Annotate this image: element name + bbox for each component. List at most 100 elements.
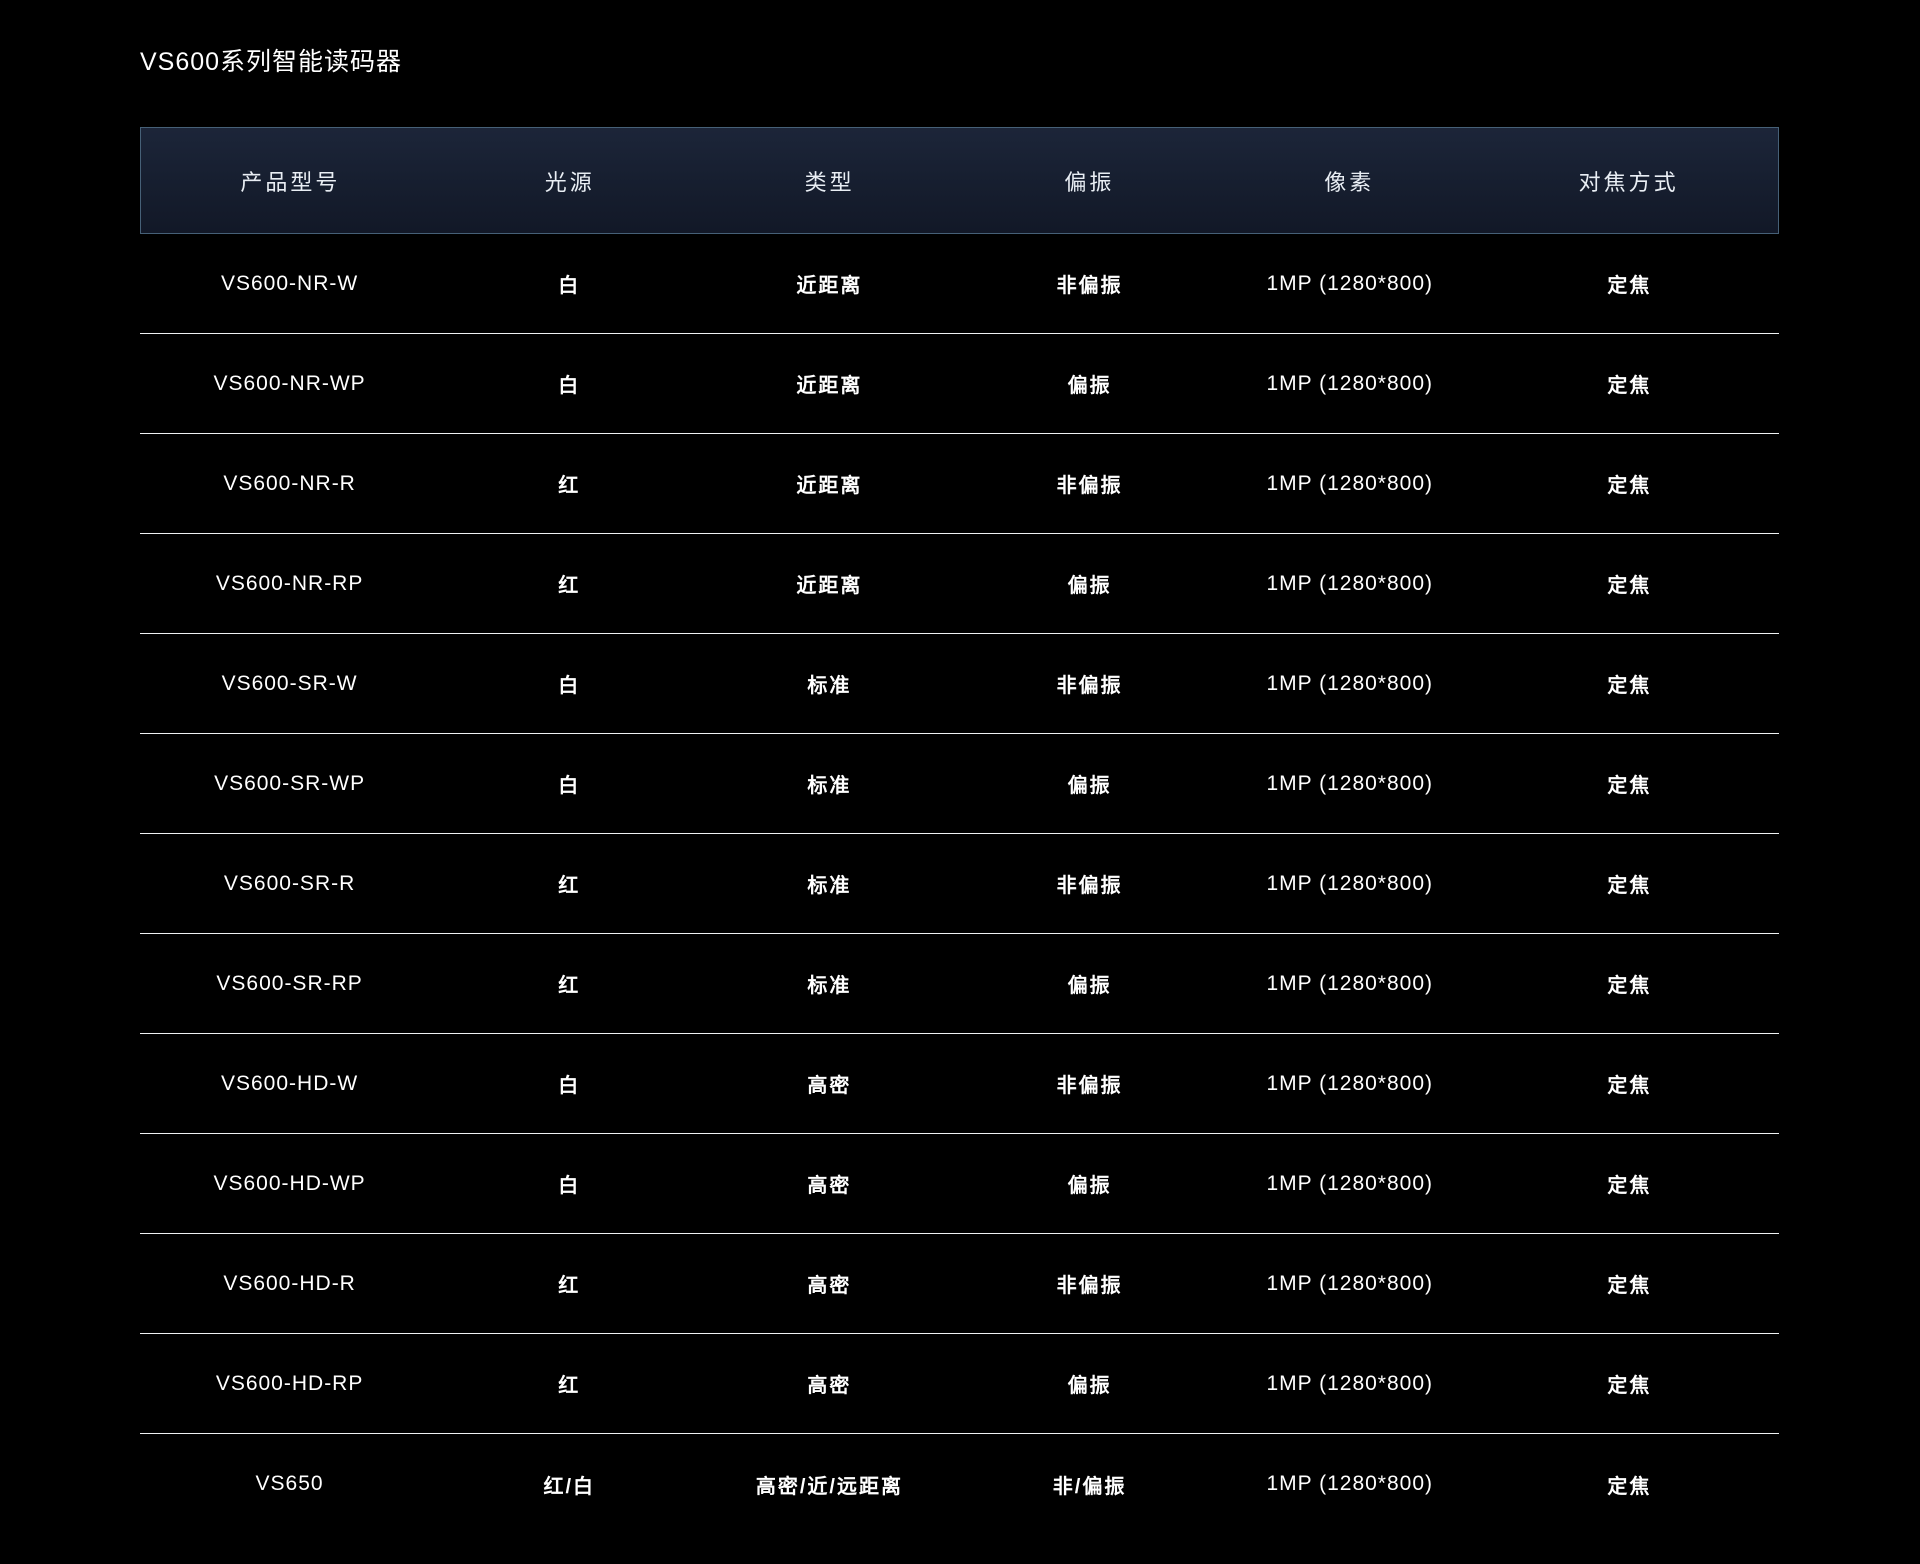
table-row: VS600-HD-WP 白 高密 偏振 1MP (1280*800) 定焦: [140, 1134, 1779, 1234]
cell-product-model: VS600-NR-WP: [213, 371, 366, 395]
cell-focus-mode: 定焦: [1607, 375, 1652, 397]
cell-light-source: 白: [558, 275, 581, 297]
cell-polarization: 非偏振: [1056, 1075, 1123, 1097]
cell-focus-mode: 定焦: [1607, 1175, 1652, 1197]
cell-type: 标准: [807, 675, 852, 697]
cell-light-source: 红: [558, 875, 581, 897]
cell-focus-mode: 定焦: [1607, 575, 1652, 597]
table-row: VS600-HD-RP 红 高密 偏振 1MP (1280*800) 定焦: [140, 1334, 1779, 1434]
table-row: VS600-HD-R 红 高密 非偏振 1MP (1280*800) 定焦: [140, 1234, 1779, 1334]
table-row: VS600-NR-R 红 近距离 非偏振 1MP (1280*800) 定焦: [140, 434, 1779, 534]
cell-focus-mode: 定焦: [1607, 1075, 1652, 1097]
cell-type: 近距离: [796, 475, 863, 497]
table-row: VS600-NR-RP 红 近距离 偏振 1MP (1280*800) 定焦: [140, 534, 1779, 634]
cell-light-source: 白: [558, 675, 581, 697]
cell-product-model: VS600-SR-R: [223, 871, 356, 895]
cell-type: 高密: [807, 1175, 852, 1197]
column-header-focus: 对焦方式: [1578, 169, 1679, 195]
cell-product-model: VS600-NR-W: [220, 271, 359, 295]
cell-polarization: 非偏振: [1056, 1275, 1123, 1297]
cell-polarization: 非/偏振: [1052, 1475, 1127, 1498]
cell-product-model: VS600-HD-WP: [213, 1171, 366, 1195]
cell-type: 高密/近/远距离: [755, 1475, 903, 1498]
cell-focus-mode: 定焦: [1607, 275, 1652, 297]
column-header-polarization: 偏振: [1064, 169, 1115, 195]
product-spec-table: 产品型号 光源 类型 偏振 像素 对焦方式 VS600-NR-W 白 近距离 非偏振 1M…: [140, 127, 1779, 1534]
table-row: VS600-SR-WP 白 标准 偏振 1MP (1280*800) 定焦: [140, 734, 1779, 834]
cell-light-source: 白: [558, 1075, 581, 1097]
cell-light-source: 白: [558, 1175, 581, 1197]
cell-focus-mode: 定焦: [1607, 975, 1652, 997]
cell-light-source: 红: [558, 1275, 581, 1297]
cell-pixels: 1MP (1280*800): [1266, 1171, 1434, 1195]
table-header-row: 产品型号 光源 类型 偏振 像素 对焦方式: [140, 127, 1779, 234]
cell-light-source: 红: [558, 1375, 581, 1397]
cell-polarization: 偏振: [1067, 575, 1112, 597]
cell-pixels: 1MP (1280*800): [1266, 371, 1434, 395]
cell-focus-mode: 定焦: [1607, 775, 1652, 797]
cell-focus-mode: 定焦: [1607, 675, 1652, 697]
table-row: VS600-SR-R 红 标准 非偏振 1MP (1280*800) 定焦: [140, 834, 1779, 934]
cell-polarization: 非偏振: [1056, 875, 1123, 897]
table-row: VS650 红/白 高密/近/远距离 非/偏振 1MP (1280*800) 定…: [140, 1434, 1779, 1534]
cell-focus-mode: 定焦: [1607, 475, 1652, 497]
cell-polarization: 偏振: [1067, 1175, 1112, 1197]
cell-type: 标准: [807, 775, 852, 797]
column-header-light: 光源: [544, 169, 595, 195]
cell-product-model: VS600-NR-RP: [215, 571, 364, 595]
column-header-model: 产品型号: [240, 169, 341, 195]
cell-pixels: 1MP (1280*800): [1266, 671, 1434, 695]
table-row: VS600-SR-W 白 标准 非偏振 1MP (1280*800) 定焦: [140, 634, 1779, 734]
cell-polarization: 偏振: [1067, 775, 1112, 797]
cell-pixels: 1MP (1280*800): [1266, 1371, 1434, 1395]
column-header-pixels: 像素: [1324, 169, 1375, 195]
cell-polarization: 偏振: [1067, 975, 1112, 997]
cell-polarization: 非偏振: [1056, 475, 1123, 497]
table-row: VS600-HD-W 白 高密 非偏振 1MP (1280*800) 定焦: [140, 1034, 1779, 1134]
cell-pixels: 1MP (1280*800): [1266, 971, 1434, 995]
table-row: VS600-NR-W 白 近距离 非偏振 1MP (1280*800) 定焦: [140, 234, 1779, 334]
cell-focus-mode: 定焦: [1607, 875, 1652, 897]
cell-pixels: 1MP (1280*800): [1266, 1472, 1434, 1495]
cell-product-model: VS600-SR-WP: [214, 771, 366, 795]
column-header-type: 类型: [804, 169, 855, 195]
cell-polarization: 非偏振: [1056, 675, 1123, 697]
cell-product-model: VS600-NR-R: [223, 471, 356, 495]
cell-type: 近距离: [796, 375, 863, 397]
cell-focus-mode: 定焦: [1607, 1375, 1652, 1397]
table-row: VS600-NR-WP 白 近距离 偏振 1MP (1280*800) 定焦: [140, 334, 1779, 434]
cell-type: 高密: [807, 1275, 852, 1297]
cell-product-model: VS600-HD-W: [220, 1071, 359, 1095]
cell-product-model: VS650: [255, 1472, 324, 1495]
cell-type: 标准: [807, 975, 852, 997]
cell-light-source: 白: [558, 775, 581, 797]
cell-light-source: 红/白: [543, 1475, 596, 1498]
cell-pixels: 1MP (1280*800): [1266, 271, 1434, 295]
table-row: VS600-SR-RP 红 标准 偏振 1MP (1280*800) 定焦: [140, 934, 1779, 1034]
cell-pixels: 1MP (1280*800): [1266, 471, 1434, 495]
cell-pixels: 1MP (1280*800): [1266, 871, 1434, 895]
cell-focus-mode: 定焦: [1607, 1275, 1652, 1297]
cell-light-source: 红: [558, 575, 581, 597]
cell-pixels: 1MP (1280*800): [1266, 1271, 1434, 1295]
page-title: VS600系列智能读码器: [140, 48, 403, 76]
cell-light-source: 红: [558, 975, 581, 997]
cell-type: 高密: [807, 1375, 852, 1397]
cell-product-model: VS600-HD-R: [223, 1271, 356, 1295]
cell-pixels: 1MP (1280*800): [1266, 1071, 1434, 1095]
cell-type: 标准: [807, 875, 852, 897]
cell-light-source: 白: [558, 375, 581, 397]
cell-polarization: 偏振: [1067, 1375, 1112, 1397]
cell-type: 近距离: [796, 575, 863, 597]
cell-polarization: 非偏振: [1056, 275, 1123, 297]
cell-polarization: 偏振: [1067, 375, 1112, 397]
cell-product-model: VS600-SR-W: [221, 671, 358, 695]
cell-type: 高密: [807, 1075, 852, 1097]
cell-pixels: 1MP (1280*800): [1266, 571, 1434, 595]
cell-type: 近距离: [796, 275, 863, 297]
cell-pixels: 1MP (1280*800): [1266, 771, 1434, 795]
cell-product-model: VS600-HD-RP: [215, 1371, 364, 1395]
table-body: VS600-NR-W 白 近距离 非偏振 1MP (1280*800) 定焦 V…: [140, 234, 1779, 1534]
cell-light-source: 红: [558, 475, 581, 497]
